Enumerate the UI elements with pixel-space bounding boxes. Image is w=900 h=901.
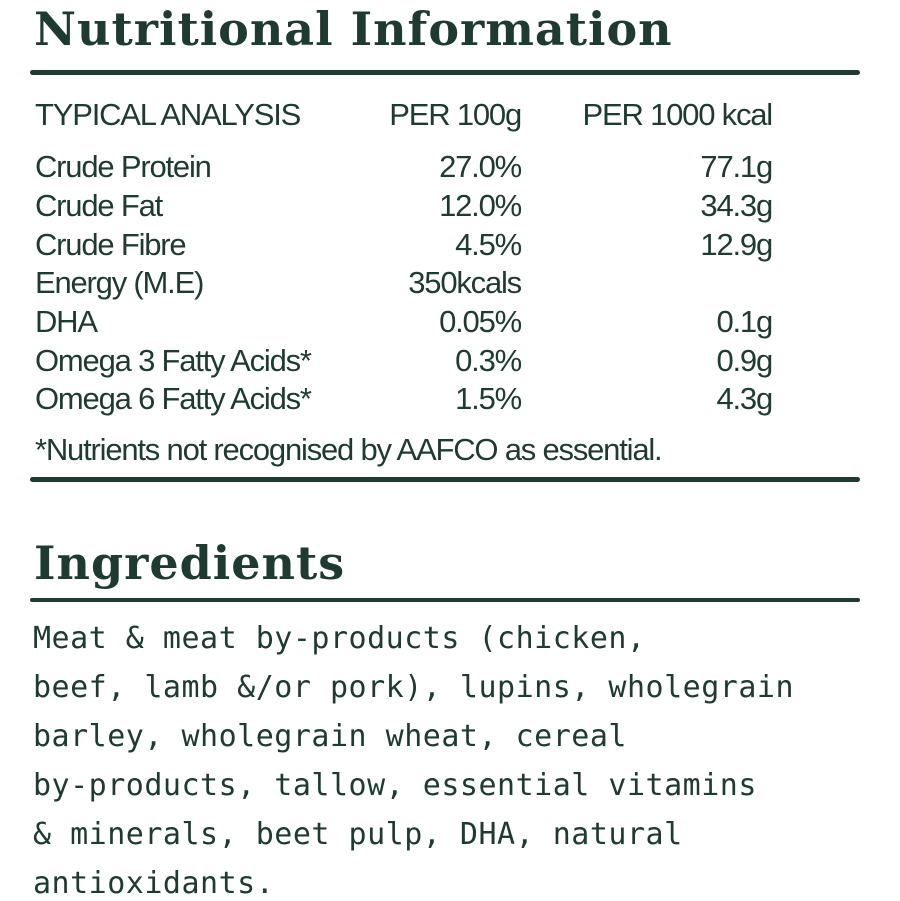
row-per-1000kcal: 4.3g (716, 381, 773, 416)
ingredients-title: Ingredients (34, 536, 346, 590)
row-per-1000kcal: 12.9g (700, 227, 773, 262)
row-per-100g: 12.0% (439, 188, 522, 223)
row-per-100g: 27.0% (439, 149, 522, 184)
nutrition-title: Nutritional Information (34, 2, 673, 56)
row-per-1000kcal: 77.1g (700, 149, 773, 184)
row-label: Omega 3 Fatty Acids* (35, 343, 312, 378)
row-label: Crude Fibre (35, 227, 187, 262)
table-row: Energy (M.E) 350kcals (35, 264, 795, 302)
row-label: Crude Protein (35, 149, 212, 184)
table-row: Crude Fat 12.0% 34.3g (35, 187, 795, 225)
row-label: Crude Fat (35, 188, 163, 223)
row-per-1000kcal: 0.1g (716, 304, 773, 339)
row-per-100g: 1.5% (455, 381, 522, 416)
row-per-100g: 4.5% (455, 227, 522, 262)
table-row: Crude Fibre 4.5% 12.9g (35, 226, 795, 264)
ingredients-line: beef, lamb &/or pork), lupins, wholegrai… (33, 670, 795, 705)
row-per-1000kcal: 34.3g (700, 188, 773, 223)
row-per-100g: 350kcals (408, 265, 522, 300)
divider (30, 598, 860, 602)
row-per-100g: 0.3% (455, 343, 522, 378)
table-row: Crude Protein 27.0% 77.1g (35, 148, 795, 186)
footnote: *Nutrients not recognised by AAFCO as es… (35, 432, 663, 467)
ingredients-line: Meat & meat by-products (chicken, (33, 621, 646, 656)
table-header: TYPICAL ANALYSIS PER 100g PER 1000 kcal (35, 96, 795, 134)
header-per-1000kcal: PER 1000 kcal (582, 97, 774, 132)
table-row: DHA 0.05% 0.1g (35, 303, 795, 341)
row-per-1000kcal: 0.9g (716, 343, 773, 378)
row-label: Omega 6 Fatty Acids* (35, 381, 312, 416)
row-label: DHA (35, 304, 98, 339)
ingredients-line: antioxidants. (33, 866, 275, 901)
header-per-100g: PER 100g (389, 97, 522, 132)
table-row: Omega 6 Fatty Acids* 1.5% 4.3g (35, 380, 795, 418)
row-label: Energy (M.E) (35, 265, 204, 300)
ingredients-line: barley, wholegrain wheat, cereal (33, 719, 627, 754)
divider (30, 70, 860, 75)
row-per-100g: 0.05% (439, 304, 522, 339)
ingredients-line: & minerals, beet pulp, DHA, natural (33, 817, 683, 852)
header-analysis: TYPICAL ANALYSIS (35, 97, 301, 132)
table-row: Omega 3 Fatty Acids* 0.3% 0.9g (35, 342, 795, 380)
divider (30, 477, 860, 482)
ingredients-line: by-products, tallow, essential vitamins (33, 768, 757, 803)
